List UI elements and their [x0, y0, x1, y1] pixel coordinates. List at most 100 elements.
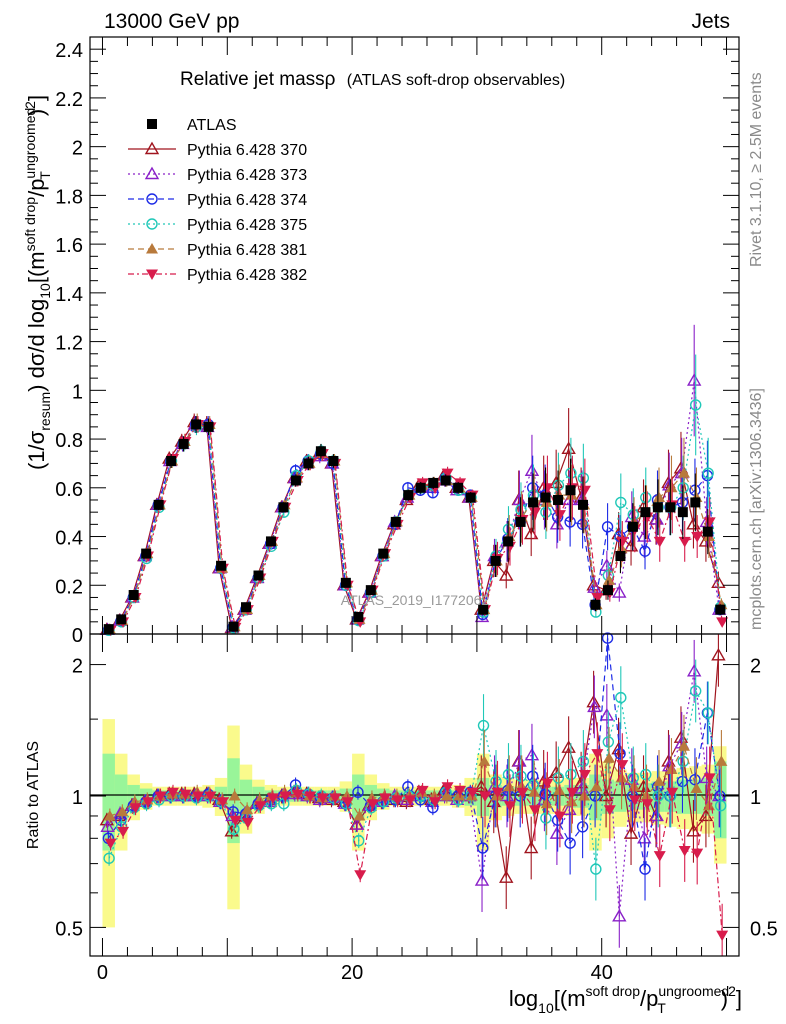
- data-point: [691, 532, 704, 543]
- x-tick-label: 40: [591, 962, 613, 984]
- data-point: [553, 494, 564, 505]
- ratio-tick-label: 0.5: [55, 918, 83, 940]
- ratio-point: [678, 846, 691, 857]
- data-point: [702, 526, 713, 537]
- y-tick-label: 1.6: [55, 235, 83, 257]
- ratio-point: [691, 848, 704, 860]
- legend-label: Pythia 6.428 375: [187, 217, 307, 234]
- ratio-point: [254, 801, 267, 812]
- legend-item: Pythia 6.428 381: [128, 242, 307, 259]
- data-point: [627, 521, 638, 532]
- legend-marker: [146, 218, 158, 230]
- ratio-point: [586, 694, 601, 708]
- ratio-point: [616, 760, 629, 771]
- ratio-point: [552, 772, 565, 784]
- ratio-point: [652, 775, 665, 786]
- ratio-point: [640, 768, 652, 781]
- ratio-point: [639, 863, 651, 875]
- ratio-point: [578, 789, 591, 801]
- ratio-point: [117, 826, 130, 838]
- ratio-point: [601, 632, 614, 644]
- data-point: [116, 614, 127, 625]
- data-point: [649, 512, 664, 525]
- watermark: ATLAS_2019_I1772062: [341, 592, 490, 608]
- ratio-point: [466, 787, 479, 799]
- data-point: [639, 545, 651, 557]
- ratio-point: [665, 763, 678, 774]
- ratio-point: [703, 773, 716, 784]
- data-point: [315, 446, 326, 457]
- ratio-point: [614, 747, 626, 760]
- data-point: [602, 585, 613, 596]
- y-tick-label: 0.4: [55, 528, 83, 550]
- ratio-point: [103, 852, 115, 864]
- ratio-point: [553, 784, 566, 795]
- ratio-point: [615, 691, 627, 704]
- ratio-point: [228, 823, 240, 835]
- data-point: [665, 502, 676, 513]
- data-point: [615, 542, 628, 554]
- y-tick-label: 0: [72, 625, 83, 647]
- mcplots-label: mcplots.cern.ch [arXiv:1306.3436]: [748, 388, 765, 630]
- series-0: [103, 416, 726, 635]
- data-point: [428, 477, 439, 488]
- ratio-point: [553, 811, 566, 822]
- y-tick-label: 2.2: [55, 89, 83, 111]
- y-tick-label: 1: [72, 381, 83, 403]
- ratio-point: [341, 797, 354, 808]
- data-point: [353, 611, 364, 622]
- ratio-point: [229, 815, 242, 827]
- chart-title-main: Relative jet massρ: [180, 69, 336, 90]
- ratio-point: [576, 821, 589, 833]
- chart-title: Relative jet massρ (ATLAS soft-drop obse…: [180, 69, 565, 90]
- ratio-point: [578, 770, 591, 781]
- legend-item: Pythia 6.428 375: [128, 217, 307, 234]
- rivet-label: Rivet 3.1.10, ≥ 2.5M events: [748, 72, 765, 267]
- ratio-series-line: [110, 752, 723, 936]
- legend-label: Pythia 6.428 382: [187, 267, 307, 284]
- ratio-point: [539, 788, 551, 800]
- legend-item: Pythia 6.428 370: [128, 141, 307, 159]
- data-point: [703, 517, 716, 528]
- data-point: [440, 475, 451, 486]
- data-point: [528, 507, 541, 519]
- ratio-point: [503, 780, 516, 792]
- ratio-point: [129, 803, 142, 814]
- y-tick-label: 1.4: [55, 284, 83, 306]
- ratio-series-6: [104, 722, 729, 956]
- chart-subtitle: (ATLAS soft-drop observables): [347, 72, 565, 89]
- ratio-point: [100, 819, 115, 833]
- ratio-point: [577, 755, 590, 768]
- ratio-point: [689, 685, 702, 697]
- data-point: [652, 502, 663, 513]
- ratio-point: [653, 851, 666, 862]
- legend-label: Pythia 6.428 374: [187, 192, 307, 209]
- legend-marker: [144, 166, 160, 180]
- ratio-point: [477, 842, 489, 854]
- ratio-point: [602, 736, 615, 748]
- ratio-point: [279, 791, 292, 802]
- ratio-point: [477, 719, 490, 732]
- y-tick-label: 0.6: [55, 479, 83, 501]
- ratio-point: [516, 787, 529, 799]
- ratio-point: [714, 800, 727, 812]
- data-point: [228, 621, 239, 632]
- ratio-point: [474, 873, 490, 886]
- data-point: [490, 555, 501, 566]
- data-point: [591, 592, 604, 604]
- ratio-point: [154, 791, 167, 802]
- legend-label: Pythia 6.428 381: [187, 242, 307, 259]
- y-tick-label: 0.8: [55, 430, 83, 452]
- ratio-point: [404, 795, 417, 806]
- data-point: [689, 399, 702, 411]
- legend-item: ATLAS: [147, 117, 237, 134]
- ratio-point: [603, 752, 616, 763]
- ratio-point: [515, 770, 527, 782]
- x-tick-label: 20: [341, 962, 363, 984]
- data-point: [499, 568, 514, 581]
- data-point: [578, 485, 591, 497]
- ratio-point: [523, 840, 539, 854]
- ratio-point: [716, 930, 729, 942]
- legend-label: ATLAS: [187, 117, 237, 134]
